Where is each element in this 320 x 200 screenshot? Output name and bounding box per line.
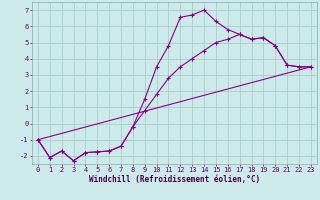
X-axis label: Windchill (Refroidissement éolien,°C): Windchill (Refroidissement éolien,°C) bbox=[89, 175, 260, 184]
